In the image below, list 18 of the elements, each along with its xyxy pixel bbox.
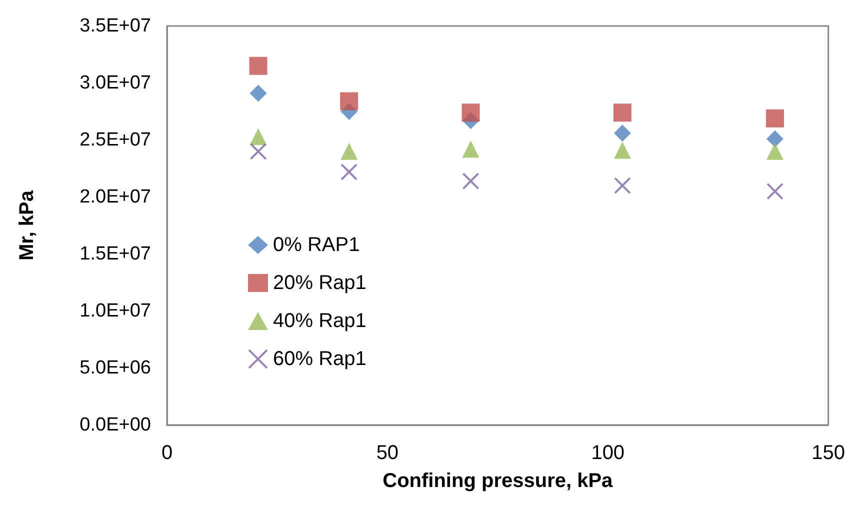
x-tick-label: 150 bbox=[812, 442, 846, 464]
x-axis-title: Confining pressure, kPa bbox=[382, 470, 614, 492]
x-tick-label: 0 bbox=[161, 442, 173, 464]
y-tick-label: 2.5E+07 bbox=[80, 130, 151, 150]
y-tick-label: 2.0E+07 bbox=[80, 186, 151, 208]
legend-label: 40% Rap1 bbox=[273, 310, 366, 332]
y-tick-label: 0.0E+00 bbox=[80, 414, 151, 436]
y-tick-label: 1.5E+07 bbox=[80, 244, 151, 264]
x-tick-label: 100 bbox=[591, 442, 625, 464]
x-tick-label: 50 bbox=[376, 442, 399, 464]
y-axis-title: Mr, kPa bbox=[16, 190, 38, 261]
legend-label: 60% Rap1 bbox=[273, 348, 366, 370]
y-tick-label: 5.0E+06 bbox=[80, 358, 151, 378]
y-tick-label: 1.0E+07 bbox=[80, 300, 151, 322]
y-tick-label: 3.5E+07 bbox=[80, 16, 151, 36]
legend-label: 20% Rap1 bbox=[273, 272, 366, 294]
legend-label: 0% RAP1 bbox=[273, 234, 360, 256]
y-tick-label: 3.0E+07 bbox=[80, 72, 151, 94]
